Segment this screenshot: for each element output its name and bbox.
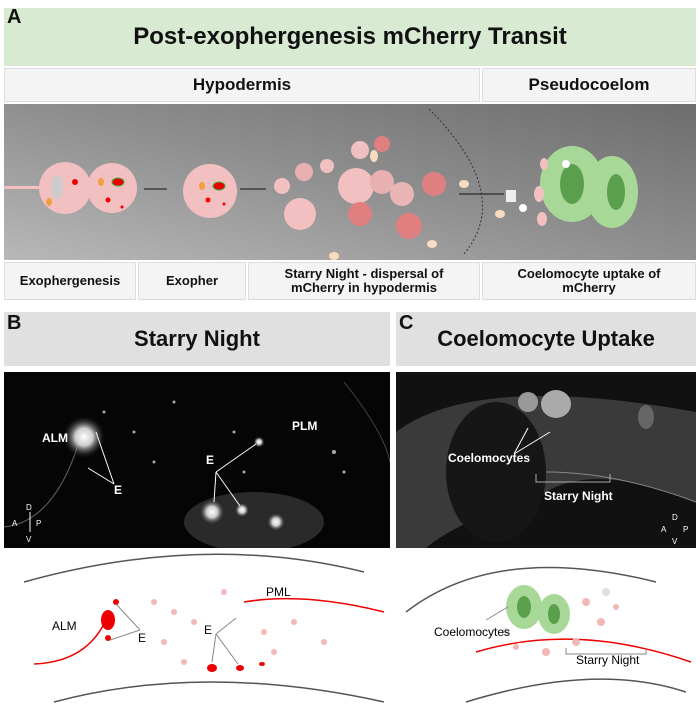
exopher [183, 164, 237, 218]
stage-label: Exopher [165, 273, 218, 288]
axis-a: A [661, 525, 667, 534]
coelomocytes-label: Coelomocytes [434, 625, 510, 639]
mcherry-transit-diagram [4, 104, 696, 260]
stage-label: Coelomocyte uptake of mCherry [517, 266, 661, 295]
pml-label: PML [266, 585, 291, 599]
panel-b-schematic: ALM PML E E [23, 553, 385, 703]
worm-outline [465, 678, 687, 703]
stage-label: Starry Night - dispersal of mCherry in h… [284, 266, 444, 295]
pml-neuron [243, 597, 385, 613]
panel-a-title: Post-exophergenesis mCherry Transit [133, 23, 567, 50]
panel-b-label: B [7, 312, 22, 334]
axis-v: V [672, 537, 678, 546]
neuron [475, 638, 692, 663]
stage-exophergenesis: Exophergenesis [4, 262, 136, 300]
e-label: E [138, 631, 146, 645]
worm-outline [23, 553, 365, 583]
panel-b-micrograph: ALM PLM E E D A P V [4, 372, 390, 548]
panel-a-title-banner: Post-exophergenesis mCherry Transit [4, 8, 696, 66]
coelomocytes-label: Coelomocytes [448, 451, 530, 465]
e-label: E [206, 453, 214, 467]
starry-night-bracket [535, 474, 611, 483]
boundary-line [428, 108, 483, 255]
axis-d: D [26, 503, 32, 512]
worm-outline [405, 566, 657, 613]
panel-c-label: C [399, 312, 414, 334]
alm-neuron [33, 623, 105, 665]
panel-c-micrograph: Coelomocytes Starry Night D A P V [396, 372, 696, 548]
axis-a: A [12, 519, 18, 528]
panel-b-header: Starry Night [4, 312, 390, 366]
panel-b-title: Starry Night [134, 326, 260, 351]
region-pseudocoelom: Pseudocoelom [482, 68, 696, 102]
starry-night-bracket [565, 648, 647, 655]
worm-outline [53, 681, 385, 703]
e-label: E [204, 623, 212, 637]
stage-exopher: Exopher [138, 262, 246, 300]
region-label: Hypodermis [192, 75, 292, 94]
region-hypodermis: Hypodermis [4, 68, 480, 102]
stage-starry-night: Starry Night - dispersal of mCherry in h… [248, 262, 480, 300]
axis-d: D [672, 513, 678, 522]
starry-night-label: Starry Night [576, 653, 640, 667]
panel-c-header: Coelomocyte Uptake [396, 312, 696, 366]
coelomocytes [506, 146, 638, 228]
plm-label: PLM [292, 419, 317, 433]
alm-label: ALM [52, 619, 77, 633]
stage-label: Exophergenesis [19, 273, 121, 288]
e-label: E [114, 483, 122, 497]
axis-v: V [26, 535, 32, 544]
dispersed-mcherry-fragments [274, 136, 505, 260]
region-label: Pseudocoelom [528, 75, 650, 94]
axis-p: P [683, 525, 688, 534]
exophergenesis-cell [4, 162, 137, 214]
panel-c-schematic: Coelomocytes Starry Night [405, 566, 692, 703]
alm-label: ALM [42, 431, 68, 445]
stage-coelomocyte-uptake: Coelomocyte uptake of mCherry [482, 262, 696, 300]
axis-p: P [36, 519, 41, 528]
panel-a-label: A [7, 6, 22, 28]
starry-night-label: Starry Night [544, 489, 613, 503]
panel-c-title: Coelomocyte Uptake [437, 326, 655, 351]
